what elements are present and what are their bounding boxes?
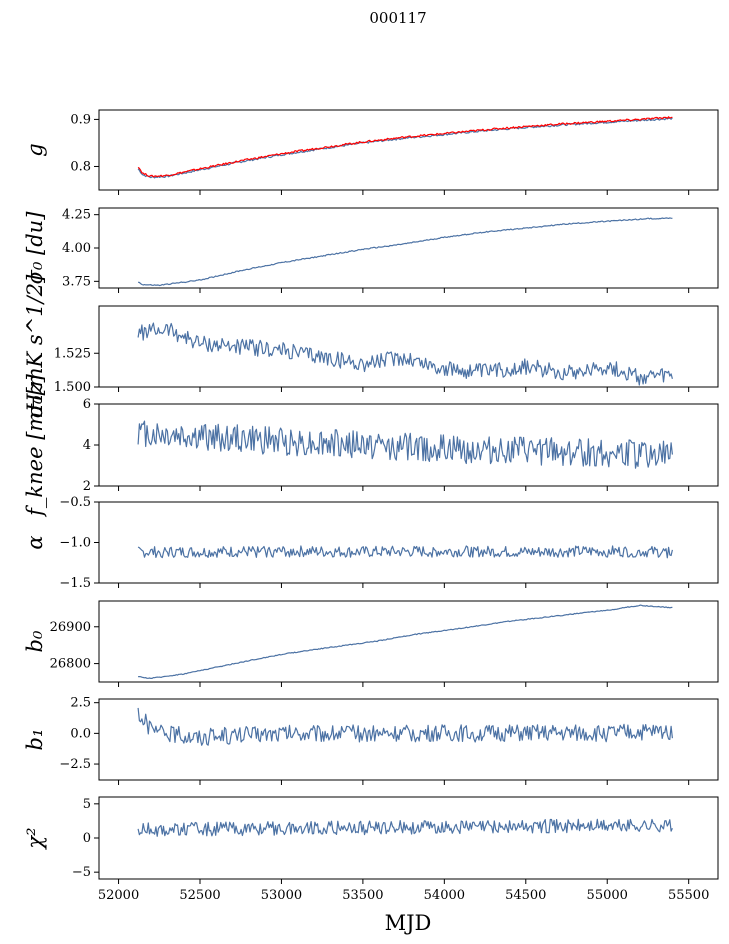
panel-alpha: −1.5 −1.0 −0.5 α [23,495,719,591]
x-tick-label: 54000 [424,888,465,903]
series-line-g-0 [137,117,673,179]
panel-frame-b0 [98,600,719,683]
y-tick-label-chi2: 5 [83,797,91,812]
y-tick-label-alpha: −0.5 [59,495,91,510]
panel-g: 0.8 0.9 g [23,109,719,195]
y-axis-label-b1: b₁ [23,729,47,751]
y-tick-label-fknee: 2 [83,479,91,494]
y-tick-label-alpha: −1.5 [59,576,91,591]
panel-sigma0: 3.75 4.00 4.25 σ₀ [du] [23,207,719,293]
series-line-chi2-0 [137,818,673,837]
panel-fknee: 2 4 6 f_knee [mHz] [23,373,719,518]
panel-chi2: −5 0 5 χ² [23,796,719,884]
y-tick-label-sigma0: 4.25 [62,208,91,223]
y-axis-label-fknee: f_knee [mHz] [23,373,47,518]
y-axis-label-chi2: χ² [23,827,47,850]
y-axis-label-sigma0_cal: σ₀[mK s^1/2] [23,274,47,418]
x-tick-label: 55000 [587,888,628,903]
x-tick-label: 54500 [505,888,546,903]
series-line-fknee-0 [137,420,673,469]
x-tick-label: 53500 [342,888,383,903]
y-tick-label-sigma0: 4.00 [62,241,91,256]
y-tick-label-sigma0: 3.75 [62,274,91,289]
panel-frame-b1 [98,698,719,781]
panel-frame-chi2 [98,796,719,880]
series-line-b1-0 [137,707,673,746]
y-tick-label-fknee: 6 [83,397,91,412]
y-tick-label-g: 0.8 [70,159,91,174]
panel-b1: −2.5 0.0 2.5 b₁ [23,696,719,785]
panel-sigma0_cal: 1.500 1.525 σ₀[mK s^1/2] [23,274,719,418]
y-tick-label-chi2: 0 [83,831,91,846]
figure-title: 000117 [369,9,426,27]
y-tick-label-b1: −2.5 [59,757,91,772]
panel-frame-sigma0_cal [98,305,719,388]
y-tick-label-fknee: 4 [83,438,91,453]
y-tick-label-alpha: −1.0 [59,536,91,551]
y-axis-label-alpha: α [23,535,47,549]
y-tick-label-b0: 26800 [50,657,91,672]
y-tick-label-chi2: −5 [72,865,91,880]
x-tick-label: 55500 [668,888,709,903]
panel-frame-g [98,109,719,191]
y-tick-label-sigma0_cal: 1.500 [54,380,91,395]
y-axis-label-sigma0: σ₀ [du] [23,211,47,285]
series-line-sigma0_cal-0 [137,322,673,386]
y-tick-label-sigma0_cal: 1.525 [54,346,91,361]
x-tick-label: 52000 [98,888,139,903]
y-tick-label-b1: 2.5 [70,696,91,711]
series-line-g-1 [137,116,673,178]
y-tick-label-b0: 26900 [50,620,91,635]
panels: 0.8 0.9 g 3.75 4.00 4.25 σ₀ [du] 1.500 1.525 σ₀[m… [23,109,719,903]
series-line-alpha-0 [137,545,673,559]
y-axis-label-g: g [23,143,47,156]
series-line-sigma0-0 [137,217,673,287]
y-tick-label-b1: 0.0 [70,726,91,741]
series-line-b0-0 [138,604,673,679]
x-tick-label: 53000 [261,888,302,903]
x-tick-label: 52500 [179,888,220,903]
y-axis-label-b0: b₀ [23,630,47,652]
x-axis-label: MJD [385,911,432,935]
panel-frame-alpha [98,501,719,584]
y-tick-label-g: 0.9 [70,112,91,127]
